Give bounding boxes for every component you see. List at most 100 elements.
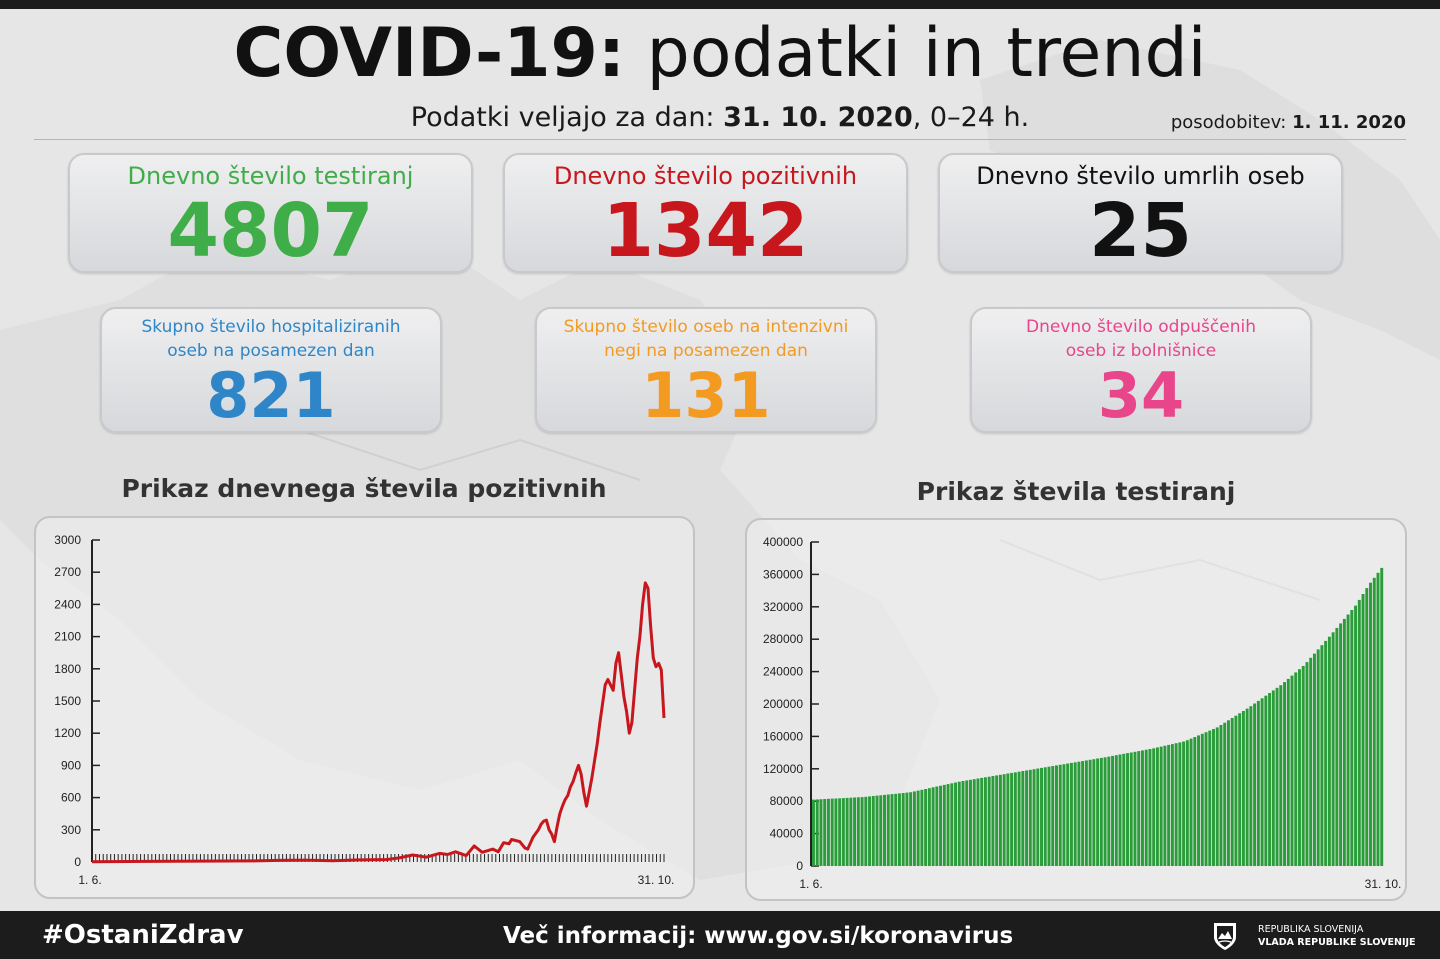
y-tick-label: 900 xyxy=(61,758,81,772)
bar xyxy=(1316,649,1320,866)
y-tick-label: 160000 xyxy=(763,729,803,743)
bar xyxy=(823,799,827,866)
coat-of-arms-icon xyxy=(1214,923,1236,950)
bar xyxy=(856,797,860,866)
y-tick-label: 360000 xyxy=(763,567,803,581)
bar xyxy=(1350,610,1354,866)
bar xyxy=(1372,577,1376,866)
stat-value-deaths: 25 xyxy=(1089,188,1192,274)
stat-label-positive: Dnevno število pozitivnih xyxy=(553,162,858,190)
bar xyxy=(1021,771,1025,866)
bar xyxy=(1219,725,1223,866)
y-tick-label: 200000 xyxy=(763,697,803,711)
bar xyxy=(1245,708,1249,866)
bar xyxy=(1081,761,1085,866)
bar xyxy=(1144,749,1148,866)
bar xyxy=(1193,737,1197,866)
stat-value-discharged: 34 xyxy=(1097,359,1185,432)
subtitle-prefix: Podatki veljajo za dan: xyxy=(410,102,715,133)
bar xyxy=(1129,752,1133,866)
bar xyxy=(1096,758,1100,866)
subtitle-date: 31. 10. 2020 xyxy=(723,102,913,133)
bar xyxy=(1006,773,1010,866)
bar xyxy=(1223,722,1227,866)
y-tick-label: 0 xyxy=(74,855,81,869)
bar xyxy=(1107,756,1111,866)
chart-title-positive: Prikaz dnevnega števila pozitivnih xyxy=(121,474,607,503)
y-tick-label: 300 xyxy=(61,823,81,837)
bar xyxy=(1226,720,1230,866)
bar xyxy=(987,776,991,866)
bar xyxy=(1361,594,1365,866)
bar xyxy=(1312,653,1316,866)
bar xyxy=(972,779,976,866)
more-info-link[interactable]: Več informacij: www.gov.si/koronavirus xyxy=(503,923,1014,949)
bar xyxy=(1294,672,1298,866)
bar xyxy=(942,784,946,866)
bar xyxy=(1320,645,1324,866)
bar xyxy=(1062,764,1066,866)
bar xyxy=(1331,632,1335,866)
bar xyxy=(1238,713,1242,866)
y-tick-label: 280000 xyxy=(763,632,803,646)
bar xyxy=(1055,765,1058,866)
stat-label-icu-2: negi na posamezen dan xyxy=(604,341,808,361)
stat-card-deaths: Dnevno število umrlih oseb 25 xyxy=(938,153,1343,273)
bar xyxy=(1025,770,1029,866)
bar xyxy=(1208,730,1212,866)
bar xyxy=(1066,763,1070,866)
bar xyxy=(916,790,920,866)
bar xyxy=(976,778,980,866)
x-label-end: 31. 10. xyxy=(1365,877,1402,891)
bar xyxy=(998,774,1002,866)
bar xyxy=(1275,687,1279,866)
chart-positive: 0 300 600 900 1200 1500 1800 2100 2400 2700 3000 1.… xyxy=(54,533,674,887)
bar xyxy=(834,798,838,866)
subtitle: Podatki veljajo za dan: 31. 10. 2020, 0–… xyxy=(0,100,1440,136)
bar xyxy=(826,798,830,866)
bar xyxy=(1040,767,1043,866)
bar xyxy=(815,799,819,866)
bar xyxy=(1241,711,1245,866)
bar xyxy=(1283,682,1286,866)
bar xyxy=(1309,657,1313,866)
bar xyxy=(991,776,995,866)
bar xyxy=(1212,729,1215,866)
bar xyxy=(1028,769,1032,866)
bar xyxy=(860,797,864,866)
bar xyxy=(1234,715,1238,866)
bar xyxy=(969,779,972,866)
y-tick-label: 2400 xyxy=(54,597,81,611)
bar xyxy=(1002,774,1006,866)
bar xyxy=(983,777,987,866)
stat-label-discharged-1: Dnevno število odpuščenih xyxy=(1026,317,1256,337)
bar xyxy=(946,784,950,866)
bar xyxy=(1036,768,1040,866)
bar xyxy=(939,785,943,866)
y-tick-label: 3000 xyxy=(54,533,81,547)
bar xyxy=(995,775,999,866)
y-tick-label: 600 xyxy=(61,791,81,805)
bar xyxy=(1327,636,1331,866)
bar xyxy=(924,789,928,866)
bar xyxy=(1122,753,1126,866)
bar xyxy=(927,788,931,866)
government-text: REPUBLIKA SLOVENIJA VLADA REPUBLIKE SLOV… xyxy=(1258,923,1416,949)
bar xyxy=(1279,685,1283,866)
title-rest: podatki in trendi xyxy=(646,14,1207,93)
bar xyxy=(1271,690,1275,866)
bar xyxy=(1126,753,1129,866)
bar xyxy=(1185,740,1189,866)
bar xyxy=(1380,567,1384,866)
bar xyxy=(1335,627,1339,866)
bar xyxy=(980,777,984,866)
footer-bar: #OstaniZdrav Več informacij: www.gov.si/… xyxy=(0,911,1440,959)
bar xyxy=(879,795,883,866)
bar xyxy=(961,781,965,866)
bar xyxy=(894,793,898,866)
bar xyxy=(1346,614,1350,866)
chart-panel-positive: 0 300 600 900 1200 1500 1800 2100 2400 2700 3000 1.… xyxy=(34,516,695,899)
y-tick-label: 240000 xyxy=(763,665,803,679)
bar xyxy=(1103,757,1107,866)
bar xyxy=(1118,754,1122,866)
